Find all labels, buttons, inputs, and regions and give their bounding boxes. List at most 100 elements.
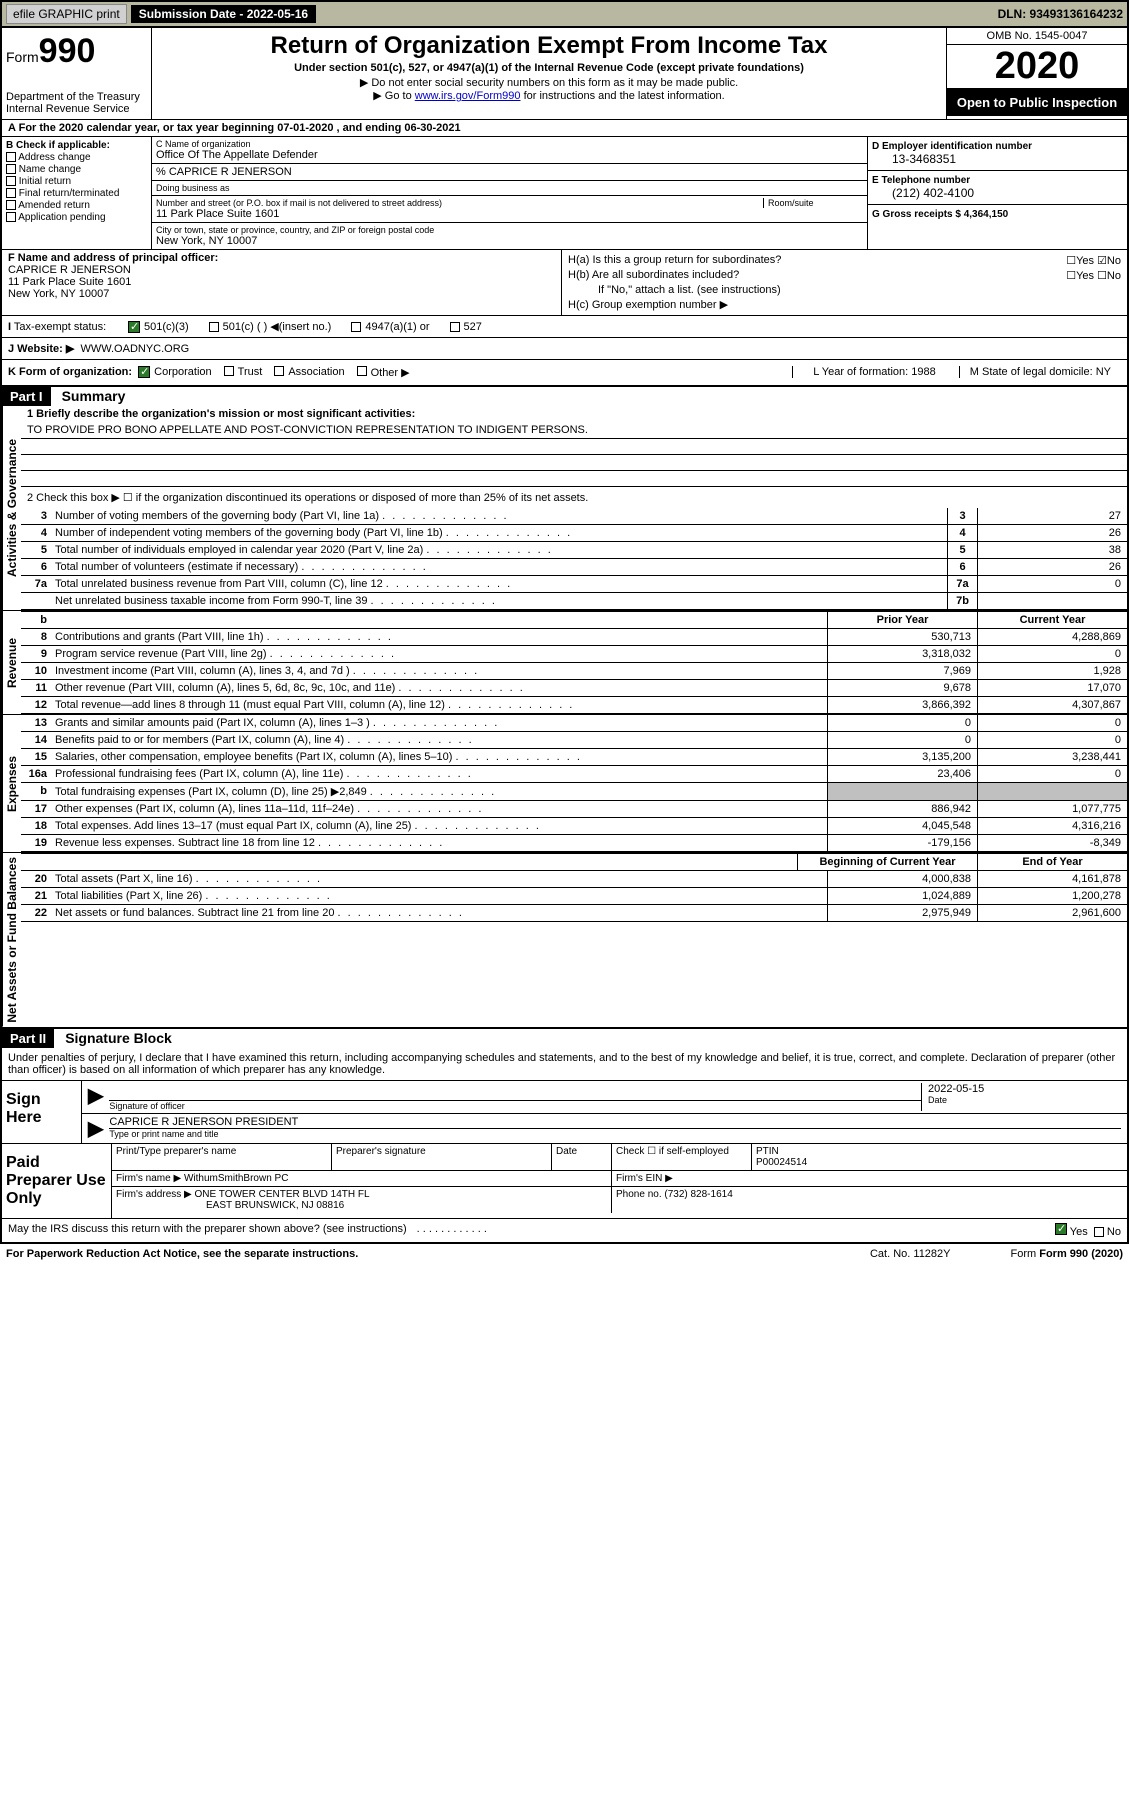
opt-name: Name change [19,164,81,175]
arrow-icon-2: ▶ [88,1116,103,1141]
prep-name-h: Print/Type preparer's name [112,1144,332,1170]
table-row: 16aProfessional fundraising fees (Part I… [21,766,1127,783]
chk-name-change[interactable] [6,164,16,174]
website-row: J Website: ▶ WWW.OADNYC.ORG [2,337,1127,359]
f-addr2: New York, NY 10007 [8,288,555,300]
chk-501c3[interactable] [128,321,140,333]
dba-label: Doing business as [156,183,230,193]
paid-prep-label: Paid Preparer Use Only [2,1144,112,1218]
blank-line-1 [21,439,1127,455]
chk-initial[interactable] [6,176,16,186]
summary-exp: Expenses 13Grants and similar amounts pa… [2,714,1127,852]
officer-name: CAPRICE R JENERSON PRESIDENT [109,1116,1121,1129]
form-subtitle: Under section 501(c), 527, or 4947(a)(1)… [156,62,942,74]
col-d: D Employer identification number 13-3468… [867,137,1127,249]
addr-label: Number and street (or P.O. box if mail i… [156,198,763,208]
tax-status-row: I Tax-exempt status: 501(c)(3) 501(c) ( … [2,315,1127,337]
care-of: % CAPRICE R JENERSON [156,166,292,178]
begin-year-header: Beginning of Current Year [797,854,977,870]
vert-net: Net Assets or Fund Balances [2,853,21,1027]
org-name-label: C Name of organization [156,139,863,149]
opt-addr: Address change [18,152,90,163]
paid-preparer-section: Paid Preparer Use Only Print/Type prepar… [2,1143,1127,1218]
opt-501c3: 501(c)(3) [144,321,189,333]
table-row: 3Number of voting members of the governi… [21,508,1127,525]
dln-label: DLN: 93493136164232 [998,7,1123,21]
table-row: 6Total number of volunteers (estimate if… [21,559,1127,576]
prep-date-h: Date [552,1144,612,1170]
chk-other[interactable] [357,366,367,376]
phone-val: (212) 402-4100 [872,186,1123,200]
opt-501c: 501(c) ( ) ◀(insert no.) [223,320,332,333]
chk-addr-change[interactable] [6,152,16,162]
opt-527: 527 [464,321,482,333]
chk-corp[interactable] [138,366,150,378]
line2: 2 Check this box ▶ ☐ if the organization… [21,487,1127,508]
irs-link[interactable]: www.irs.gov/Form990 [415,90,521,102]
f-addr1: 11 Park Place Suite 1601 [8,276,555,288]
footer: For Paperwork Reduction Act Notice, see … [0,1244,1129,1264]
table-row: 19Revenue less expenses. Subtract line 1… [21,835,1127,852]
part1-title: Summary [54,388,126,404]
table-row: 21Total liabilities (Part X, line 26) 1,… [21,888,1127,905]
net-header: Beginning of Current Year End of Year [21,853,1127,871]
vert-exp: Expenses [2,715,21,852]
ha-label: H(a) Is this a group return for subordin… [568,254,1066,267]
gross-label: G Gross receipts $ 4,364,150 [872,209,1123,220]
end-year-header: End of Year [977,854,1127,870]
firm-addr1: ONE TOWER CENTER BLVD 14TH FL [195,1189,370,1200]
table-row: 8Contributions and grants (Part VIII, li… [21,629,1127,646]
table-row: 22Net assets or fund balances. Subtract … [21,905,1127,922]
domicile: M State of legal domicile: NY [959,366,1121,378]
part2-title: Signature Block [57,1030,172,1046]
part2-row: Part II Signature Block [2,1027,1127,1048]
chk-final[interactable] [6,188,16,198]
table-row: 9Program service revenue (Part VIII, lin… [21,646,1127,663]
addr-val: 11 Park Place Suite 1601 [156,208,863,220]
blank-line-3 [21,471,1127,487]
col-b-label: b [21,612,51,628]
discuss-text: May the IRS discuss this return with the… [8,1223,407,1238]
col-c: C Name of organization Office Of The App… [152,137,867,249]
chk-4947[interactable] [351,322,361,332]
chk-501c[interactable] [209,322,219,332]
form-container: efile GRAPHIC print Submission Date - 20… [0,0,1129,1244]
firm-addr-label: Firm's address ▶ [116,1189,192,1200]
row-f-h: F Name and address of principal officer:… [2,249,1127,315]
efile-button[interactable]: efile GRAPHIC print [6,4,127,24]
firm-ein-label: Firm's EIN ▶ [612,1171,1127,1186]
ptin-label: PTIN [756,1146,1123,1157]
chk-assoc[interactable] [274,366,284,376]
phone-label: E Telephone number [872,175,1123,186]
discuss-row: May the IRS discuss this return with the… [2,1218,1127,1242]
chk-527[interactable] [450,322,460,332]
firm-addr2: EAST BRUNSWICK, NJ 08816 [116,1200,607,1211]
rev-header: b Prior Year Current Year [21,611,1127,629]
submission-date: Submission Date - 2022-05-16 [131,5,316,23]
tax-year: 2020 [947,45,1127,89]
j-label: J Website: ▶ [8,343,74,355]
vert-rev: Revenue [2,611,21,714]
table-row: 17Other expenses (Part IX, column (A), l… [21,801,1127,818]
chk-pending[interactable] [6,212,16,222]
chk-amended[interactable] [6,200,16,210]
chk-trust[interactable] [224,366,234,376]
sign-here-label: Sign Here [2,1081,82,1143]
opt-final: Final return/terminated [19,188,120,199]
table-row: 20Total assets (Part X, line 16) 4,000,8… [21,871,1127,888]
header-right-box: OMB No. 1545-0047 2020 Open to Public In… [947,28,1127,119]
omb-number: OMB No. 1545-0047 [947,28,1127,45]
header-title-box: Return of Organization Exempt From Incom… [152,28,947,119]
firm-name-label: Firm's name ▶ [116,1173,181,1184]
prep-sig-h: Preparer's signature [332,1144,552,1170]
opt-pending: Application pending [18,212,105,223]
city-label: City or town, state or province, country… [156,225,863,235]
f-label: F Name and address of principal officer: [8,252,555,264]
f-name: CAPRICE R JENERSON [8,264,555,276]
hb-label: H(b) Are all subordinates included? [568,269,1066,282]
vert-gov: Activities & Governance [2,406,21,610]
k-right: L Year of formation: 1988 M State of leg… [792,366,1121,379]
note-ssn: ▶ Do not enter social security numbers o… [156,76,942,89]
line-a: A For the 2020 calendar year, or tax yea… [2,119,1127,136]
table-row: 7aTotal unrelated business revenue from … [21,576,1127,593]
